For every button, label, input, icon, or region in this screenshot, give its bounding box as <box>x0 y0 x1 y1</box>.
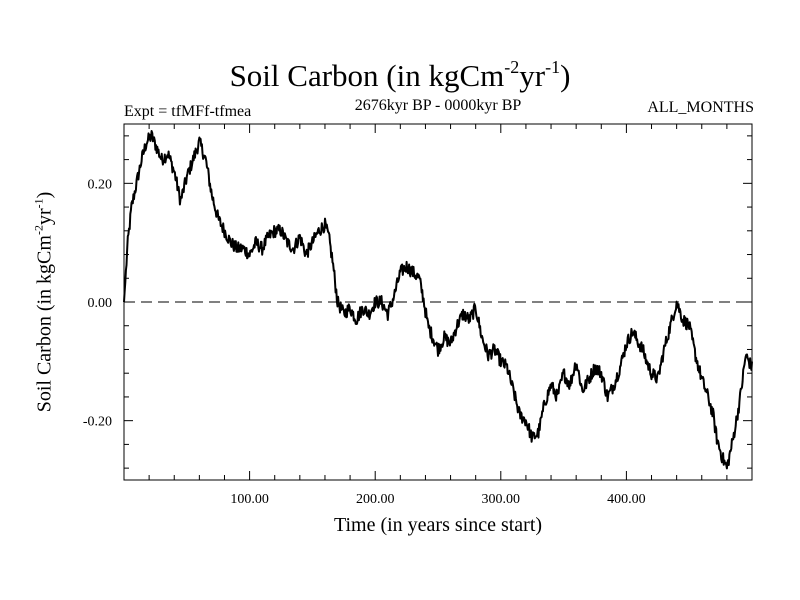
ylabel-end: ) <box>33 191 56 199</box>
x-tick-label: 100.00 <box>230 492 269 507</box>
x-tick-label: 400.00 <box>607 492 646 507</box>
title-end: ) <box>560 58 571 93</box>
ylabel-exponent-2: -1 <box>31 198 46 209</box>
ylabel-exponent-1: -2 <box>31 225 46 236</box>
time-range-label: 2676kyr BP - 0000kyr BP <box>354 97 522 114</box>
x-tick-label: 300.00 <box>482 492 521 507</box>
chart-title: Soil Carbon (in kgCm-2yr-1) <box>0 56 800 94</box>
y-tick-label: -0.20 <box>83 415 112 430</box>
y-tick-label: 0.00 <box>88 296 113 311</box>
ylabel-main: Soil Carbon (in kgCm <box>33 235 56 413</box>
experiment-label: Expt = tfMFf-tfmea <box>124 103 252 120</box>
title-main: Soil Carbon (in kgCm <box>229 58 505 93</box>
series-group <box>123 130 753 470</box>
y-tick-label: 0.20 <box>88 177 113 192</box>
series-line <box>123 130 753 470</box>
title-mid: yr <box>519 58 546 93</box>
title-exponent-2: -1 <box>545 56 561 77</box>
y-axis-label: Soil Carbon (in kgCm-2yr-1) <box>32 192 57 413</box>
title-exponent-1: -2 <box>504 56 520 77</box>
ticks-group: 100.00 200.00 300.00 400.00 0.20 0.00 -0.20 <box>83 124 752 507</box>
x-tick-label: 200.00 <box>356 492 395 507</box>
months-label: ALL_MONTHS <box>647 99 754 116</box>
x-axis-label: Time (in years since start) <box>333 514 543 536</box>
ylabel-mid: yr <box>33 208 56 226</box>
